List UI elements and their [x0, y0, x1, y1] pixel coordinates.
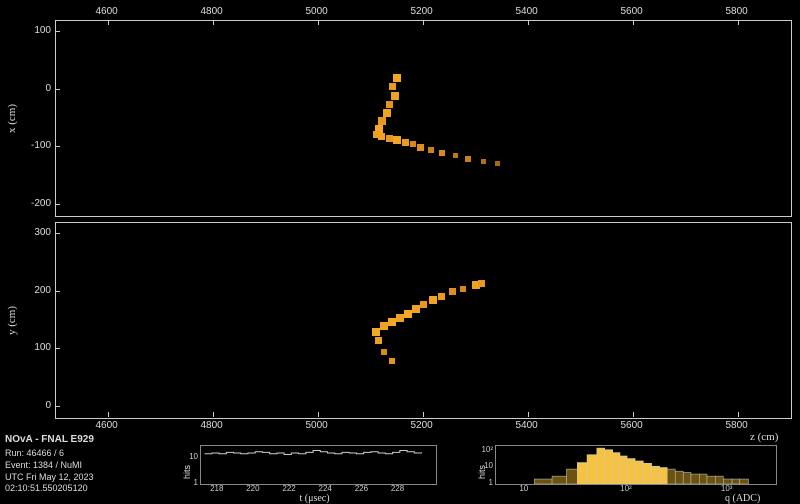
adc-axis-label: q (ADC)	[725, 493, 760, 504]
detector-hit	[372, 328, 380, 336]
y-tick-label: -100	[31, 140, 51, 151]
detector-hit	[460, 286, 466, 292]
detector-hit	[478, 280, 485, 287]
xz-event-display	[55, 20, 792, 217]
x-tick-label: 4600	[96, 6, 118, 17]
yz-event-display	[55, 222, 792, 419]
event-line: Event: 1384 / NuMI	[5, 460, 94, 472]
detector-hit	[428, 147, 434, 153]
y-tick-label: 100	[34, 25, 51, 36]
detector-hit	[383, 109, 391, 117]
detector-hit	[453, 153, 458, 158]
detector-hit	[391, 92, 399, 100]
y-tick-label: 200	[34, 285, 51, 296]
x-tick-label: 5600	[621, 420, 643, 431]
detector-hit	[465, 156, 471, 162]
detector-hit	[378, 133, 385, 140]
y-axis-label: y (cm)	[6, 305, 18, 334]
detector-hit	[380, 322, 388, 330]
x-tick-label: 4600	[96, 420, 118, 431]
detector-hit	[388, 318, 396, 326]
x-tick-label: 4800	[201, 6, 223, 17]
x-tick-label: 5000	[306, 6, 328, 17]
detector-hit	[386, 135, 393, 142]
run-line: Run: 46466 / 6	[5, 448, 94, 460]
z-axis-label: z (cm)	[750, 431, 778, 443]
x-tick-label: 5800	[726, 6, 748, 17]
detector-hit	[404, 310, 412, 318]
run-info-block: NOvA - FNAL E929 Run: 46466 / 6 Event: 1…	[5, 433, 94, 495]
x-tick-label: 5200	[411, 6, 433, 17]
x-tick-label: 5400	[516, 420, 538, 431]
detector-hit	[389, 83, 396, 90]
detector-hit	[449, 288, 456, 295]
detector-hit	[396, 314, 404, 322]
detector-hit	[410, 141, 416, 147]
detector-hit	[417, 144, 424, 151]
detector-hit	[439, 150, 445, 156]
x-tick-label: 5000	[306, 420, 328, 431]
detector-hit	[438, 293, 445, 300]
y-tick-label: 0	[45, 83, 51, 94]
detector-hit	[389, 358, 395, 364]
hits-axis-label-adc: hits	[477, 465, 487, 479]
detector-hit	[429, 296, 437, 304]
adc-histogram	[495, 445, 777, 485]
y-tick-label: 0	[45, 400, 51, 411]
detector-hit	[495, 161, 500, 166]
x-tick-label: 5800	[726, 420, 748, 431]
x-tick-label: 5400	[516, 6, 538, 17]
detector-hit	[402, 139, 409, 146]
detector-hit	[386, 101, 393, 108]
hits-axis-label: hits	[182, 465, 192, 479]
x-tick-label: 5600	[621, 6, 643, 17]
utc-line1: UTC Fri May 12, 2023	[5, 472, 94, 484]
detector-hit	[393, 136, 401, 144]
x-tick-label: 5200	[411, 420, 433, 431]
detector-hit	[481, 159, 486, 164]
detector-hit	[412, 305, 420, 313]
detector-hit	[381, 349, 387, 355]
detector-hit	[420, 301, 427, 308]
y-tick-label: 300	[34, 227, 51, 238]
detector-hit	[393, 74, 401, 82]
y-tick-label: -200	[31, 198, 51, 209]
time-axis-label: t (μsec)	[300, 493, 330, 504]
utc-line2: 02:10:51.550205120	[5, 483, 94, 495]
time-histogram	[200, 445, 437, 485]
y-tick-label: 100	[34, 342, 51, 353]
experiment-title: NOvA - FNAL E929	[5, 433, 94, 446]
x-axis-label: x (cm)	[6, 103, 18, 132]
x-tick-label: 4800	[201, 420, 223, 431]
detector-hit	[375, 337, 382, 344]
